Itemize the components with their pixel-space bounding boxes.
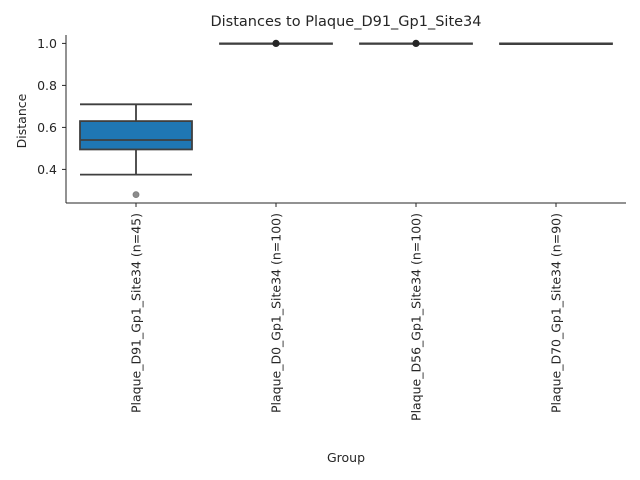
box-iqr (79, 120, 193, 151)
y-axis-label: Distance (14, 93, 29, 148)
x-tick-label: Plaque_D56_Gp1_Site34 (n=100) (409, 213, 424, 421)
x-tick-label: Plaque_D70_Gp1_Site34 (n=90) (549, 213, 564, 413)
x-tick-label: Plaque_D91_Gp1_Site34 (n=45) (129, 213, 144, 413)
plot-area: 0.4 0.6 0.8 1.0 Plaque_D91_Gp1_Site34 (n=45)… (37, 35, 626, 421)
y-tick-label: 0.8 (37, 78, 57, 93)
outlier-point (132, 191, 140, 199)
y-tick-label: 1.0 (37, 36, 57, 51)
chart-title: Distances to Plaque_D91_Gp1_Site34 (210, 14, 481, 30)
y-tick-label: 0.6 (37, 120, 57, 135)
y-tick-label: 0.4 (37, 162, 57, 177)
x-tick-label: Plaque_D0_Gp1_Site34 (n=100) (269, 213, 284, 413)
x-axis-label: Group (327, 450, 365, 465)
outlier-point (412, 39, 420, 48)
outlier-point (272, 39, 280, 48)
